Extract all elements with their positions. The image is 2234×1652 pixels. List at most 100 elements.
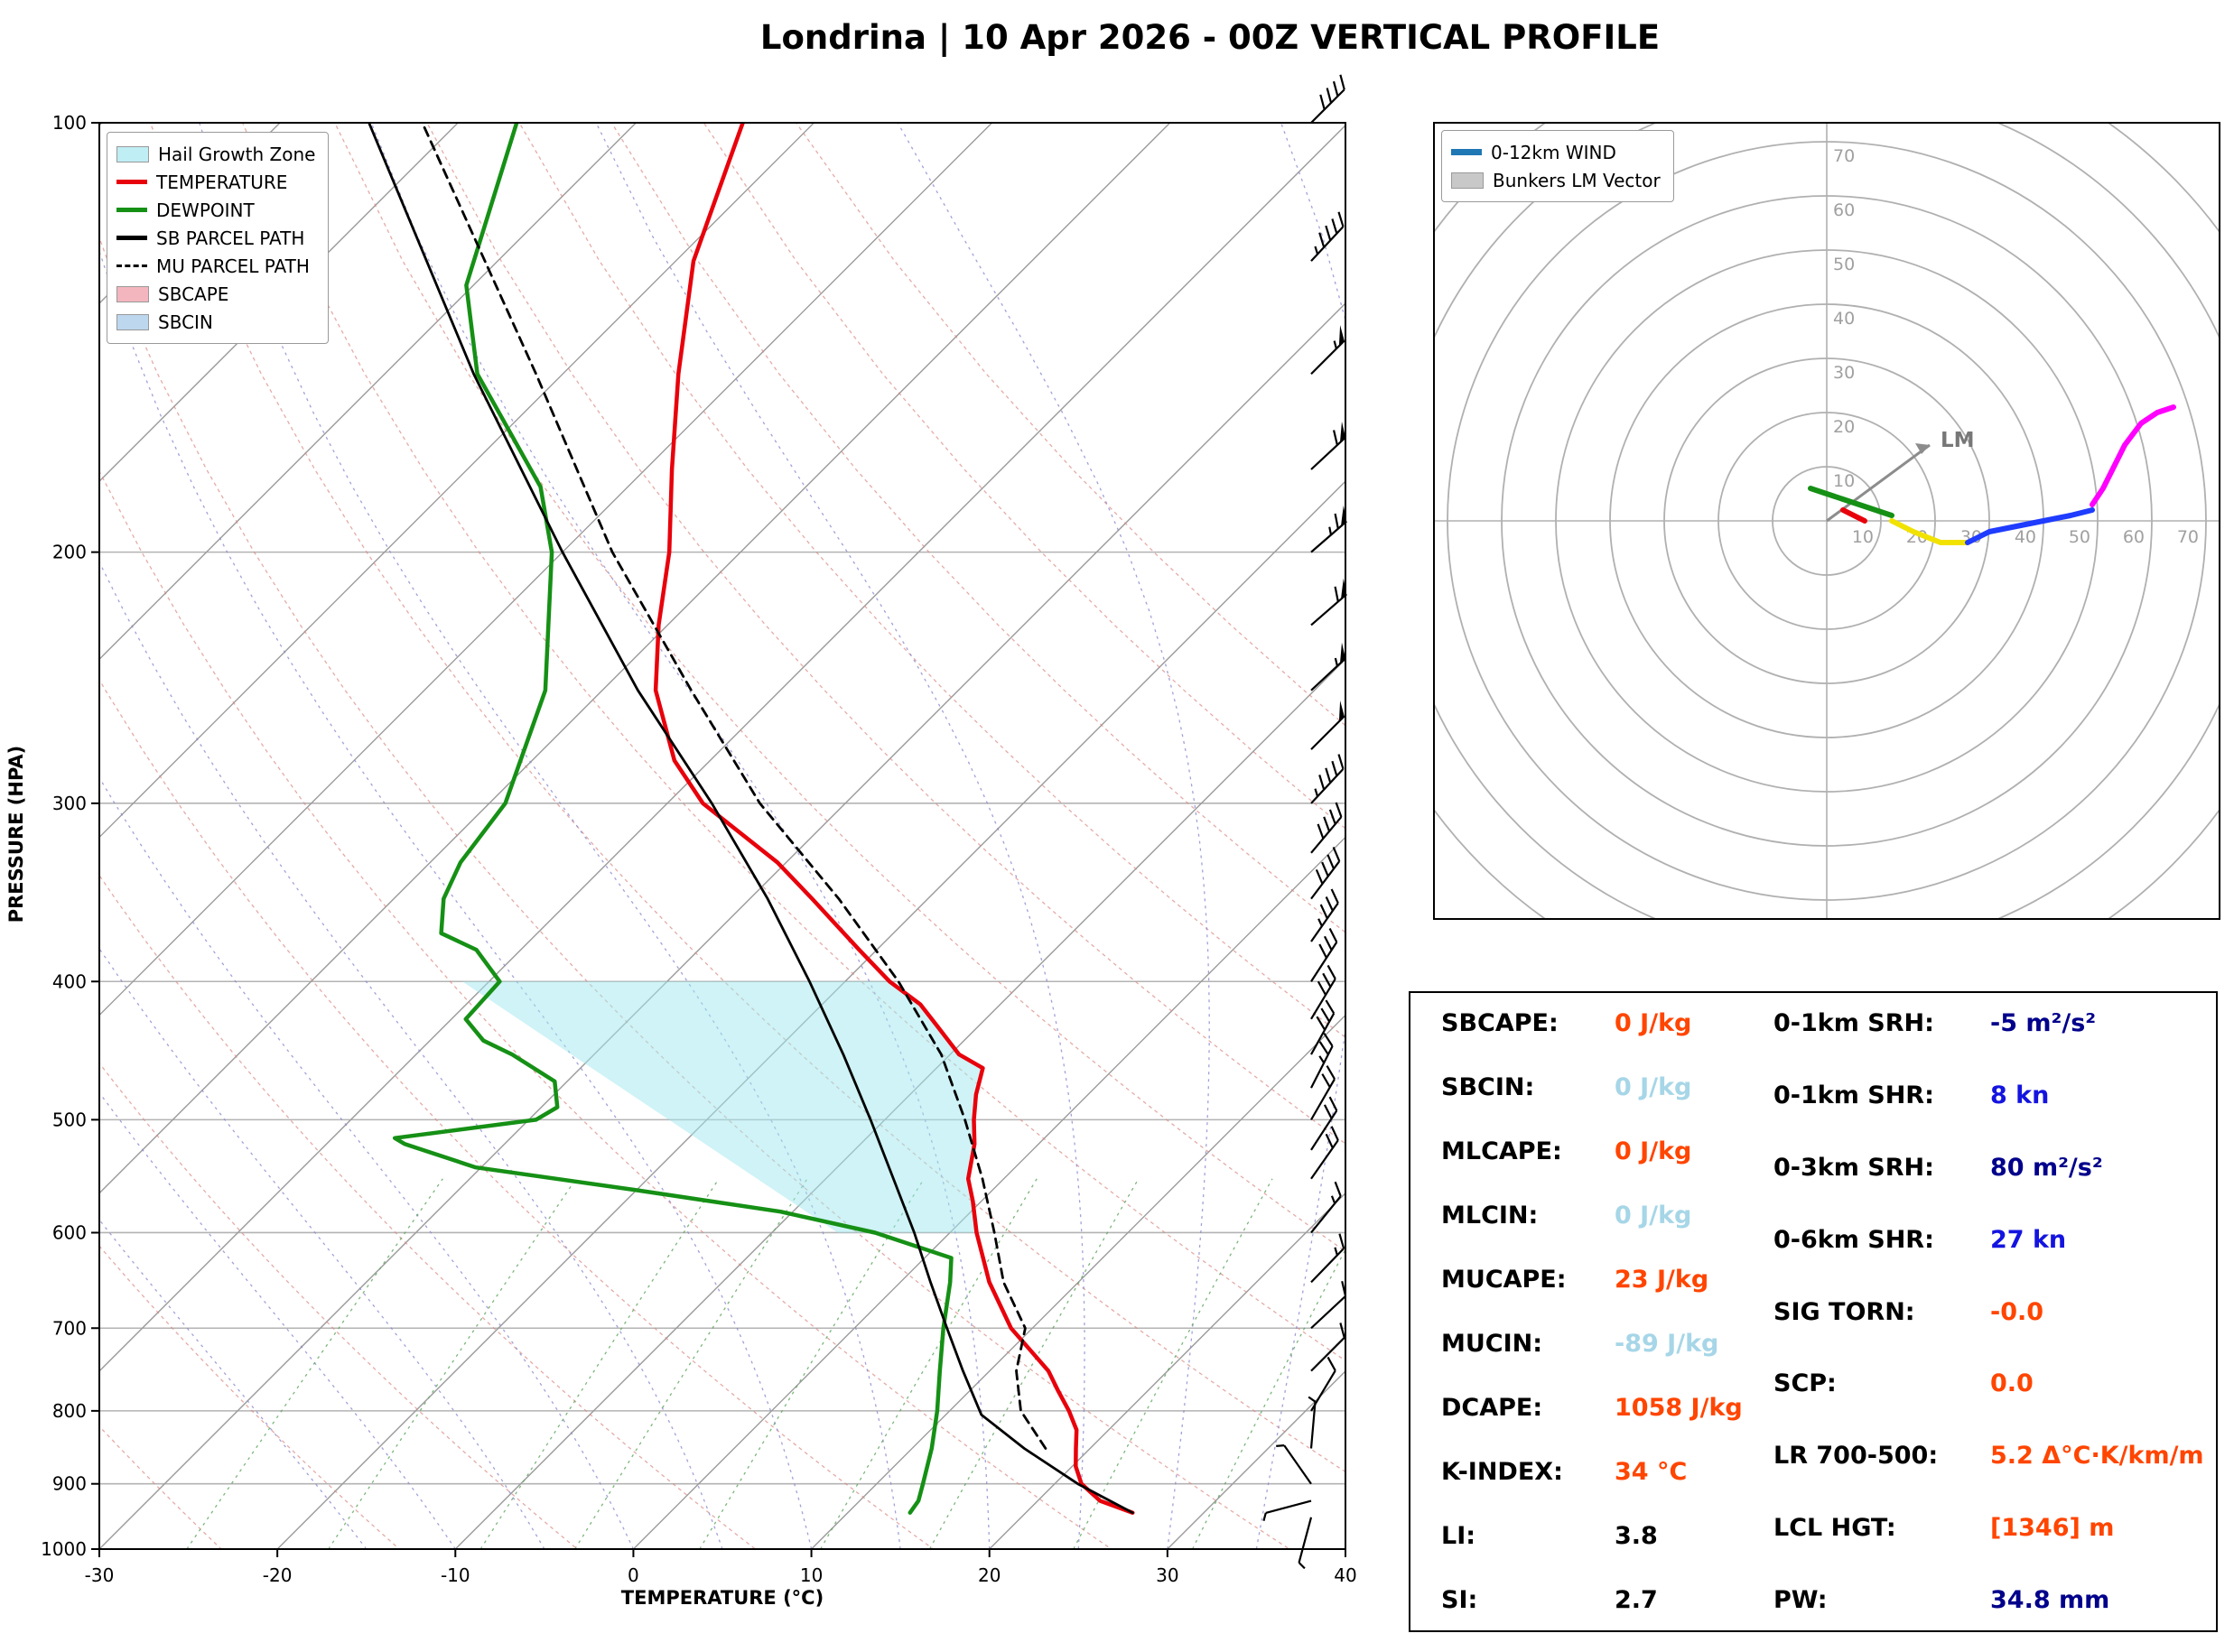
- dry-adiabat-line: [610, 123, 1345, 933]
- stats-panel: SBCAPE: 0 J/kg SBCIN: 0 J/kg MLCAPE: 0 J/kg ML…: [1409, 991, 2218, 1632]
- stat-row: PW: 34.8 mm: [1773, 1586, 2180, 1614]
- legend-swatch-icon: [116, 265, 147, 267]
- stat-label: K-INDEX:: [1441, 1458, 1563, 1486]
- legend-label: Hail Growth Zone: [158, 143, 316, 165]
- isotherm-line: [99, 123, 459, 483]
- wind-barb: [1310, 642, 1346, 691]
- dry-adiabat-line: [99, 874, 757, 1549]
- stat-row: SBCAPE: 0 J/kg: [1441, 1009, 1764, 1037]
- wind-trace-segment: [1965, 507, 2095, 545]
- moist-adiabat-line: [99, 1091, 456, 1549]
- stat-label: 0-6km SHR:: [1773, 1225, 1934, 1254]
- wind-barb: [1310, 1233, 1345, 1284]
- stat-row: 0-1km SHR: 8 kn: [1773, 1081, 2180, 1109]
- wind-barb: [1310, 847, 1341, 900]
- wind-barb: [1310, 927, 1338, 982]
- stat-row: LCL HGT: [1346] m: [1773, 1514, 2180, 1542]
- stat-row: 0-1km SRH: -5 m²/s²: [1773, 1009, 2180, 1037]
- wind-barb: [1262, 1499, 1312, 1521]
- legend-label: 0-12km WIND: [1491, 141, 1616, 163]
- isotherm-line: [454, 658, 1345, 1549]
- wind-barb: [1310, 1096, 1338, 1151]
- stats-column-right: 0-1km SRH: -5 m²/s² 0-1km SHR: 8 kn 0-3km SR…: [1764, 993, 2204, 1630]
- legend-item: TEMPERATURE: [116, 168, 315, 196]
- legend-item: SBCIN: [116, 308, 315, 336]
- legend-swatch-icon: [116, 236, 147, 240]
- ring-label-vertical: 40: [1833, 309, 1855, 329]
- dry-adiabat-line: [99, 469, 1112, 1549]
- stat-label: LCL HGT:: [1773, 1514, 1896, 1543]
- wind-barb: [1310, 1323, 1345, 1372]
- ring-label-vertical: 10: [1833, 471, 1855, 491]
- dry-adiabat-line: [149, 123, 1345, 1473]
- wind-barb: [1310, 888, 1339, 942]
- stat-row: MUCAPE: 23 J/kg: [1441, 1266, 1764, 1294]
- temperature-tick-label: 30: [1156, 1564, 1178, 1586]
- mu-parcel-path: [421, 123, 1047, 1450]
- pressure-tick-label: 900: [52, 1473, 87, 1495]
- pressure-tick-label: 300: [52, 793, 87, 814]
- ring-label-vertical: 20: [1833, 417, 1855, 437]
- wind-trace-segment: [1808, 486, 1894, 518]
- wind-barb: [1310, 999, 1336, 1055]
- legend-item: Bunkers LM Vector: [1451, 166, 1661, 194]
- dry-adiabat-line: [99, 1062, 579, 1549]
- stat-row: 0-6km SHR: 27 kn: [1773, 1226, 2180, 1254]
- stat-value: 34.8 mm: [1990, 1586, 2110, 1614]
- isotherm-line: [811, 1014, 1345, 1549]
- stat-value: 27 kn: [1990, 1225, 2067, 1254]
- pressure-tick-label: 1000: [41, 1538, 87, 1560]
- stat-row: LI: 3.8: [1441, 1522, 1764, 1550]
- mixing-ratio-line: [699, 1178, 925, 1549]
- mixing-ratio-line: [1192, 1248, 1345, 1549]
- dewpoint-curve: [392, 123, 954, 1515]
- isotherm-line: [99, 123, 993, 1016]
- ring-label-vertical: 50: [1833, 255, 1855, 274]
- moist-adiabat-line: [370, 123, 991, 1549]
- pressure-tick-label: 500: [52, 1109, 87, 1130]
- stat-value: -5 m²/s²: [1990, 1009, 2097, 1037]
- temperature-tick-label: -10: [441, 1564, 470, 1586]
- pressure-tick-label: 800: [52, 1400, 87, 1422]
- wind-barb: [1310, 1065, 1336, 1120]
- hodograph-frame: [1433, 122, 2220, 920]
- dry-adiabat-line: [99, 678, 935, 1549]
- stat-value: 34 °C: [1615, 1458, 1688, 1486]
- legend-swatch-icon: [116, 208, 147, 212]
- mixing-ratio-line: [186, 1178, 443, 1549]
- legend-swatch-icon: [1451, 149, 1482, 155]
- isotherm-line: [632, 836, 1345, 1549]
- temperature-tick-label: -20: [263, 1564, 293, 1586]
- wind-barb: [1310, 1126, 1339, 1180]
- stat-label: DCAPE:: [1441, 1394, 1543, 1422]
- lm-label: LM: [1941, 429, 1975, 452]
- stat-value: 3.8: [1615, 1522, 1658, 1550]
- hail-growth-zone: [462, 981, 983, 1233]
- wind-barb: [1310, 578, 1347, 626]
- legend-item: DEWPOINT: [116, 196, 315, 224]
- stat-value: [1346] m: [1990, 1514, 2115, 1543]
- wind-barb: [1310, 754, 1345, 804]
- stat-label: LR 700-500:: [1773, 1442, 1939, 1471]
- stat-label: SCP:: [1773, 1369, 1837, 1398]
- wind-barb: [1308, 1396, 1317, 1449]
- moist-adiabat-line: [1255, 123, 1345, 1549]
- isotherm-line: [276, 480, 1345, 1549]
- wind-barb: [1310, 74, 1345, 124]
- ring-label-horizontal: 50: [2069, 527, 2090, 547]
- stat-value: -0.0: [1990, 1297, 2044, 1326]
- stat-label: MUCAPE:: [1441, 1266, 1567, 1294]
- stat-value: 0 J/kg: [1615, 1137, 1692, 1165]
- pressure-axis-label: PRESSURE (HPA): [5, 745, 27, 923]
- stat-value: 8 kn: [1990, 1081, 2050, 1109]
- dry-adiabat-line: [703, 123, 1345, 830]
- ring-label-vertical: 70: [1833, 146, 1855, 166]
- wind-barb: [1276, 1444, 1312, 1485]
- wind-trace-segment: [1889, 518, 1970, 545]
- wind-trace-segment: [2090, 404, 2176, 507]
- ring-label-vertical: 60: [1833, 200, 1855, 220]
- wind-barb: [1310, 1280, 1347, 1330]
- dry-adiabat-line: [796, 123, 1345, 727]
- ring-label-horizontal: 40: [2015, 527, 2036, 547]
- stat-row: MLCAPE: 0 J/kg: [1441, 1137, 1764, 1165]
